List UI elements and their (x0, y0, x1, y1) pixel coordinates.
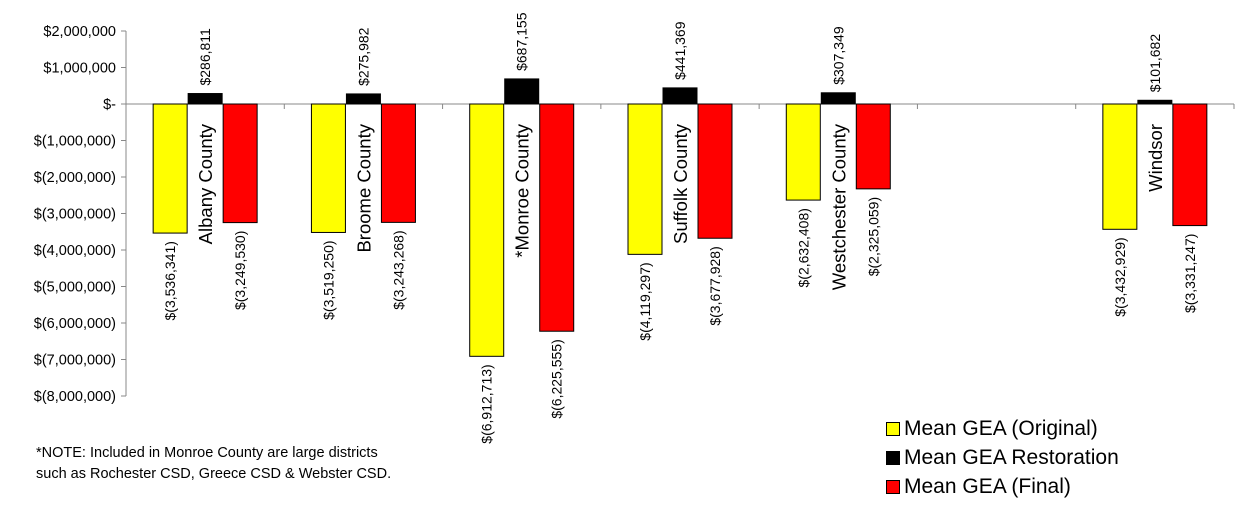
data-label: $286,811 (197, 28, 213, 86)
category-label: Suffolk County (670, 123, 691, 244)
data-label: $307,349 (830, 26, 846, 85)
footnote-line-1: *NOTE: Included in Monroe County are lar… (36, 445, 378, 461)
data-label: $(3,432,929) (1112, 237, 1128, 316)
data-label: $(3,536,341) (162, 241, 178, 320)
legend-label-final: Mean GEA (Final) (904, 475, 1071, 498)
data-label: $(3,519,250) (320, 240, 336, 319)
data-label: $(6,912,713) (479, 364, 495, 443)
category-label: Windsor (1145, 124, 1166, 192)
bar (697, 103, 733, 239)
y-tick-label: $(1,000,000) (34, 134, 116, 150)
data-label: $(6,225,555) (549, 339, 565, 418)
bar (662, 87, 698, 105)
bar (785, 103, 821, 201)
y-tick-label: $(5,000,000) (34, 280, 116, 296)
bar (1137, 99, 1173, 105)
bar (820, 92, 856, 105)
data-label: $687,155 (514, 12, 530, 71)
legend-item-restoration: Mean GEA Restoration (886, 443, 1119, 472)
y-tick-label: $(4,000,000) (34, 243, 116, 259)
category-label: Broome County (353, 123, 374, 252)
bar (345, 93, 381, 105)
y-tick-label: $(8,000,000) (34, 389, 116, 405)
data-label: $441,369 (672, 21, 688, 80)
category-label: *Monroe County (512, 123, 533, 257)
bar (152, 103, 188, 234)
bar (1102, 103, 1138, 230)
data-label: $(2,325,059) (865, 197, 881, 276)
data-label: $101,682 (1147, 34, 1163, 93)
bar (627, 103, 663, 255)
y-tick-label: $1,000,000 (43, 61, 116, 77)
bar (187, 93, 223, 105)
legend-label-restoration: Mean GEA Restoration (904, 446, 1119, 469)
category-label: Albany County (195, 123, 216, 244)
bar (469, 103, 505, 357)
data-label: $(2,632,408) (795, 208, 811, 287)
y-tick-label: $(2,000,000) (34, 170, 116, 186)
legend-swatch-final (886, 479, 900, 494)
y-tick-label: $- (103, 97, 116, 113)
data-label: $(3,249,530) (232, 231, 248, 310)
data-label: $(3,677,928) (707, 246, 723, 325)
legend-label-original: Mean GEA (Original) (904, 417, 1098, 440)
category-label: Westchester County (828, 123, 849, 290)
data-label: $(3,243,268) (390, 230, 406, 309)
y-tick-label: $2,000,000 (43, 24, 116, 40)
y-tick-label: $(7,000,000) (34, 353, 116, 369)
bar (1172, 103, 1208, 227)
legend: Mean GEA (Original) Mean GEA Restoration… (886, 414, 1119, 501)
footnote-line-2: such as Rochester CSD, Greece CSD & Webs… (36, 466, 392, 482)
footnote: *NOTE: Included in Monroe County are lar… (36, 443, 391, 485)
y-tick-label: $(3,000,000) (34, 207, 116, 223)
data-label: $(3,331,247) (1182, 234, 1198, 313)
bar (380, 103, 416, 223)
legend-swatch-restoration (886, 450, 900, 465)
legend-item-original: Mean GEA (Original) (886, 414, 1119, 443)
bar (310, 103, 346, 233)
legend-swatch-original (886, 421, 900, 436)
legend-item-final: Mean GEA (Final) (886, 472, 1119, 501)
bar (504, 78, 540, 105)
y-tick-label: $(6,000,000) (34, 316, 116, 332)
bar (222, 103, 258, 224)
data-label: $275,982 (355, 27, 371, 86)
bar (539, 103, 575, 332)
bar (855, 103, 891, 190)
data-label: $(4,119,297) (637, 262, 653, 340)
